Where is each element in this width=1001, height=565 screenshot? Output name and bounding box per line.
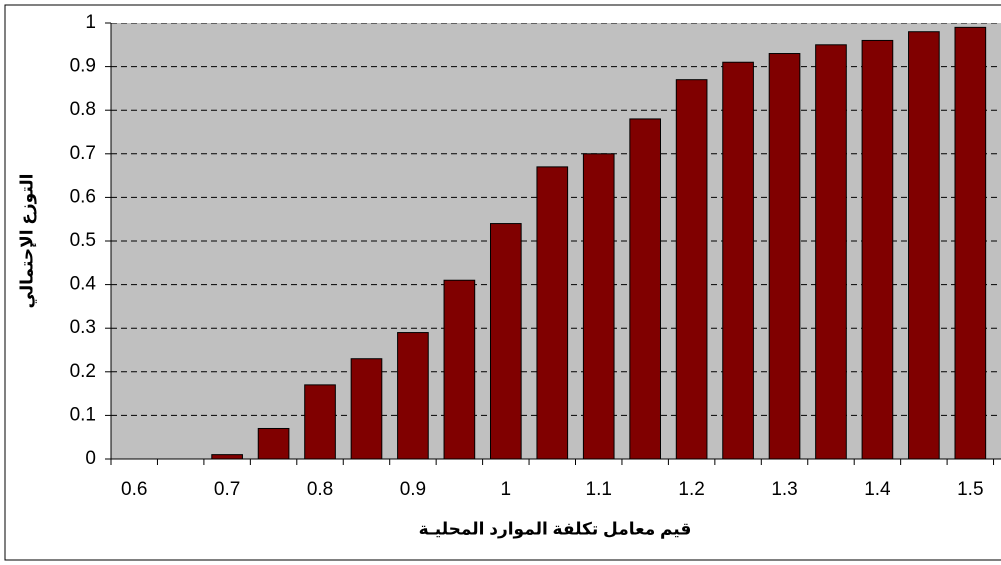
y-tick-label: 0.3 — [70, 317, 96, 338]
y-tick-label: 0.2 — [70, 361, 96, 382]
bar — [582, 153, 615, 459]
bar — [211, 454, 243, 459]
y-tick-label: 0.9 — [70, 56, 96, 77]
bar — [397, 332, 429, 459]
bar — [861, 39, 894, 459]
bar — [443, 279, 476, 459]
bar — [536, 166, 569, 459]
x-tick-label: 0.6 — [121, 479, 147, 500]
y-tick-label: 0 — [85, 448, 96, 469]
y-tick-label: 0.7 — [70, 143, 96, 164]
y-tick-label: 0.8 — [70, 99, 96, 120]
y-axis-title: التوزع الإحتمالي — [17, 174, 37, 309]
y-tick-label: 0.4 — [70, 274, 97, 295]
x-tick-label: 1 — [501, 479, 512, 500]
bar — [954, 26, 987, 459]
bar — [304, 384, 336, 459]
bar — [629, 118, 662, 459]
plot — [111, 23, 997, 459]
bar — [815, 44, 847, 459]
bar — [908, 31, 940, 459]
y-tick-label: 1 — [85, 12, 96, 33]
y-tick-label: 0.6 — [70, 186, 96, 207]
bar — [768, 53, 801, 459]
x-tick-label: 0.7 — [214, 479, 240, 500]
x-tick-label: 1.2 — [678, 479, 704, 500]
x-tick-label: 1.4 — [864, 479, 891, 500]
x-tick-label: 0.9 — [400, 479, 426, 500]
x-axis-title: قيم معامل تكلفة الموارد المحليـة — [419, 519, 692, 539]
bar — [675, 79, 708, 459]
x-tick-label: 0.8 — [307, 479, 333, 500]
bar — [257, 427, 290, 459]
bar — [350, 358, 383, 459]
bar — [722, 61, 754, 459]
y-tick-label: 0.1 — [70, 404, 96, 425]
x-tick-label: 1.3 — [771, 479, 797, 500]
x-tick-label: 1.5 — [957, 479, 983, 500]
y-tick-label: 0.5 — [70, 230, 96, 251]
x-tick-label: 1.1 — [586, 479, 612, 500]
bar — [489, 223, 522, 459]
